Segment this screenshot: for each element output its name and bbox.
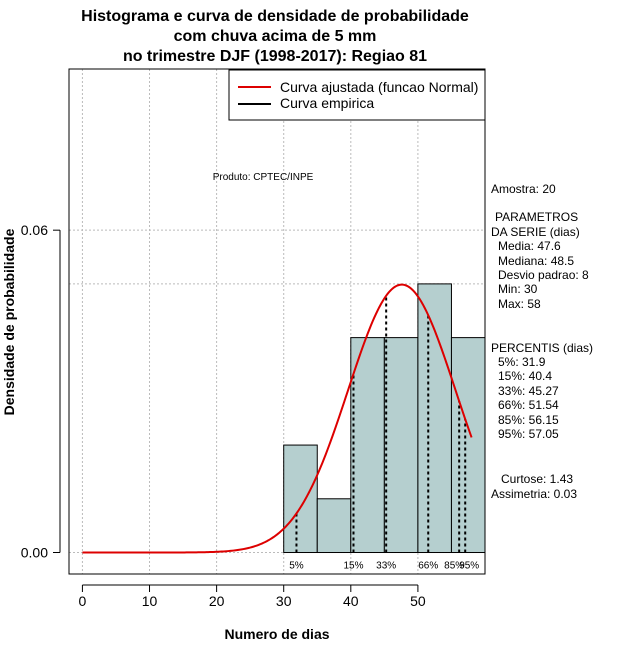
stats-p5: 5%: 31.9 bbox=[498, 355, 546, 369]
percentile-label: 5% bbox=[289, 561, 304, 572]
product-label: Produto: CPTEC/INPE bbox=[213, 172, 314, 183]
histogram-bar bbox=[350, 337, 385, 554]
legend: Curva ajustada (funcao Normal) Curva emp… bbox=[228, 69, 486, 121]
x-tick-label: 10 bbox=[142, 593, 158, 609]
percentile-lines: 5% 15% 33% 66% 85%95% bbox=[289, 295, 479, 572]
stats-panel: Amostra: 20 PARAMETROS DA SERIE (dias) M… bbox=[491, 182, 593, 501]
x-tick-label: 40 bbox=[343, 593, 359, 609]
stats-max: Max: 58 bbox=[498, 297, 541, 311]
percentile-label: 85% bbox=[444, 561, 464, 572]
stats-min: Min: 30 bbox=[498, 282, 538, 296]
chart-title-line-1: Histograma e curva de densidade de proba… bbox=[81, 8, 469, 25]
histogram-bar bbox=[316, 498, 352, 554]
stats-amostra: Amostra: 20 bbox=[491, 182, 556, 196]
stats-media: Media: 47.6 bbox=[498, 239, 561, 253]
percentile-label: 95% bbox=[459, 561, 479, 572]
chart-title-line-2: com chuva acima de 5 mm bbox=[174, 28, 377, 45]
chart-title-line-3: no trimestre DJF (1998-2017): Regiao 81 bbox=[123, 48, 427, 65]
percentile-label: 66% bbox=[418, 561, 438, 572]
y-tick-label: 0.06 bbox=[21, 222, 48, 238]
x-tick-label: 30 bbox=[276, 593, 292, 609]
y-axis-title: Densidade de probabilidade bbox=[1, 228, 17, 415]
stats-percentis-title: PERCENTIS (dias) bbox=[491, 341, 593, 355]
stats-p95: 95%: 57.05 bbox=[498, 427, 559, 441]
y-tick-label: 0.00 bbox=[21, 545, 48, 561]
axes: 0 10 20 30 40 50 0.00 0.06 bbox=[21, 222, 426, 609]
plot-frame bbox=[68, 68, 486, 575]
legend-label-empirical: Curva empirica bbox=[280, 95, 374, 111]
x-tick-label: 20 bbox=[209, 593, 225, 609]
x-tick-label: 50 bbox=[410, 593, 426, 609]
stats-p15: 15%: 40.4 bbox=[498, 369, 552, 383]
legend-box bbox=[228, 69, 486, 121]
histogram-bar bbox=[383, 337, 419, 554]
stats-curtose: Curtose: 1.43 bbox=[501, 472, 573, 486]
histogram-bar bbox=[450, 337, 486, 554]
percentile-label: 15% bbox=[343, 561, 363, 572]
fitted-normal-curve bbox=[82, 283, 473, 554]
histogram-bar bbox=[283, 444, 318, 554]
histogram-bars bbox=[283, 283, 486, 554]
stats-mediana: Mediana: 48.5 bbox=[498, 254, 574, 268]
stats-parametros-title-2: DA SERIE (dias) bbox=[491, 225, 580, 239]
stats-p85: 85%: 56.15 bbox=[498, 413, 559, 427]
x-tick-label: 0 bbox=[79, 593, 87, 609]
percentile-label: 33% bbox=[376, 561, 396, 572]
stats-p33: 33%: 45.27 bbox=[498, 384, 559, 398]
stats-parametros-title-1: PARAMETROS bbox=[495, 210, 578, 224]
fitted-curve-layer bbox=[82, 283, 473, 554]
x-axis-title: Numero de dias bbox=[224, 626, 329, 642]
stats-assimetria: Assimetria: 0.03 bbox=[491, 487, 577, 501]
histogram-bar bbox=[417, 283, 452, 554]
stats-desvio: Desvio padrao: 8 bbox=[498, 268, 589, 282]
legend-label-fitted: Curva ajustada (funcao Normal) bbox=[280, 79, 478, 95]
stats-p66: 66%: 51.54 bbox=[498, 398, 559, 412]
